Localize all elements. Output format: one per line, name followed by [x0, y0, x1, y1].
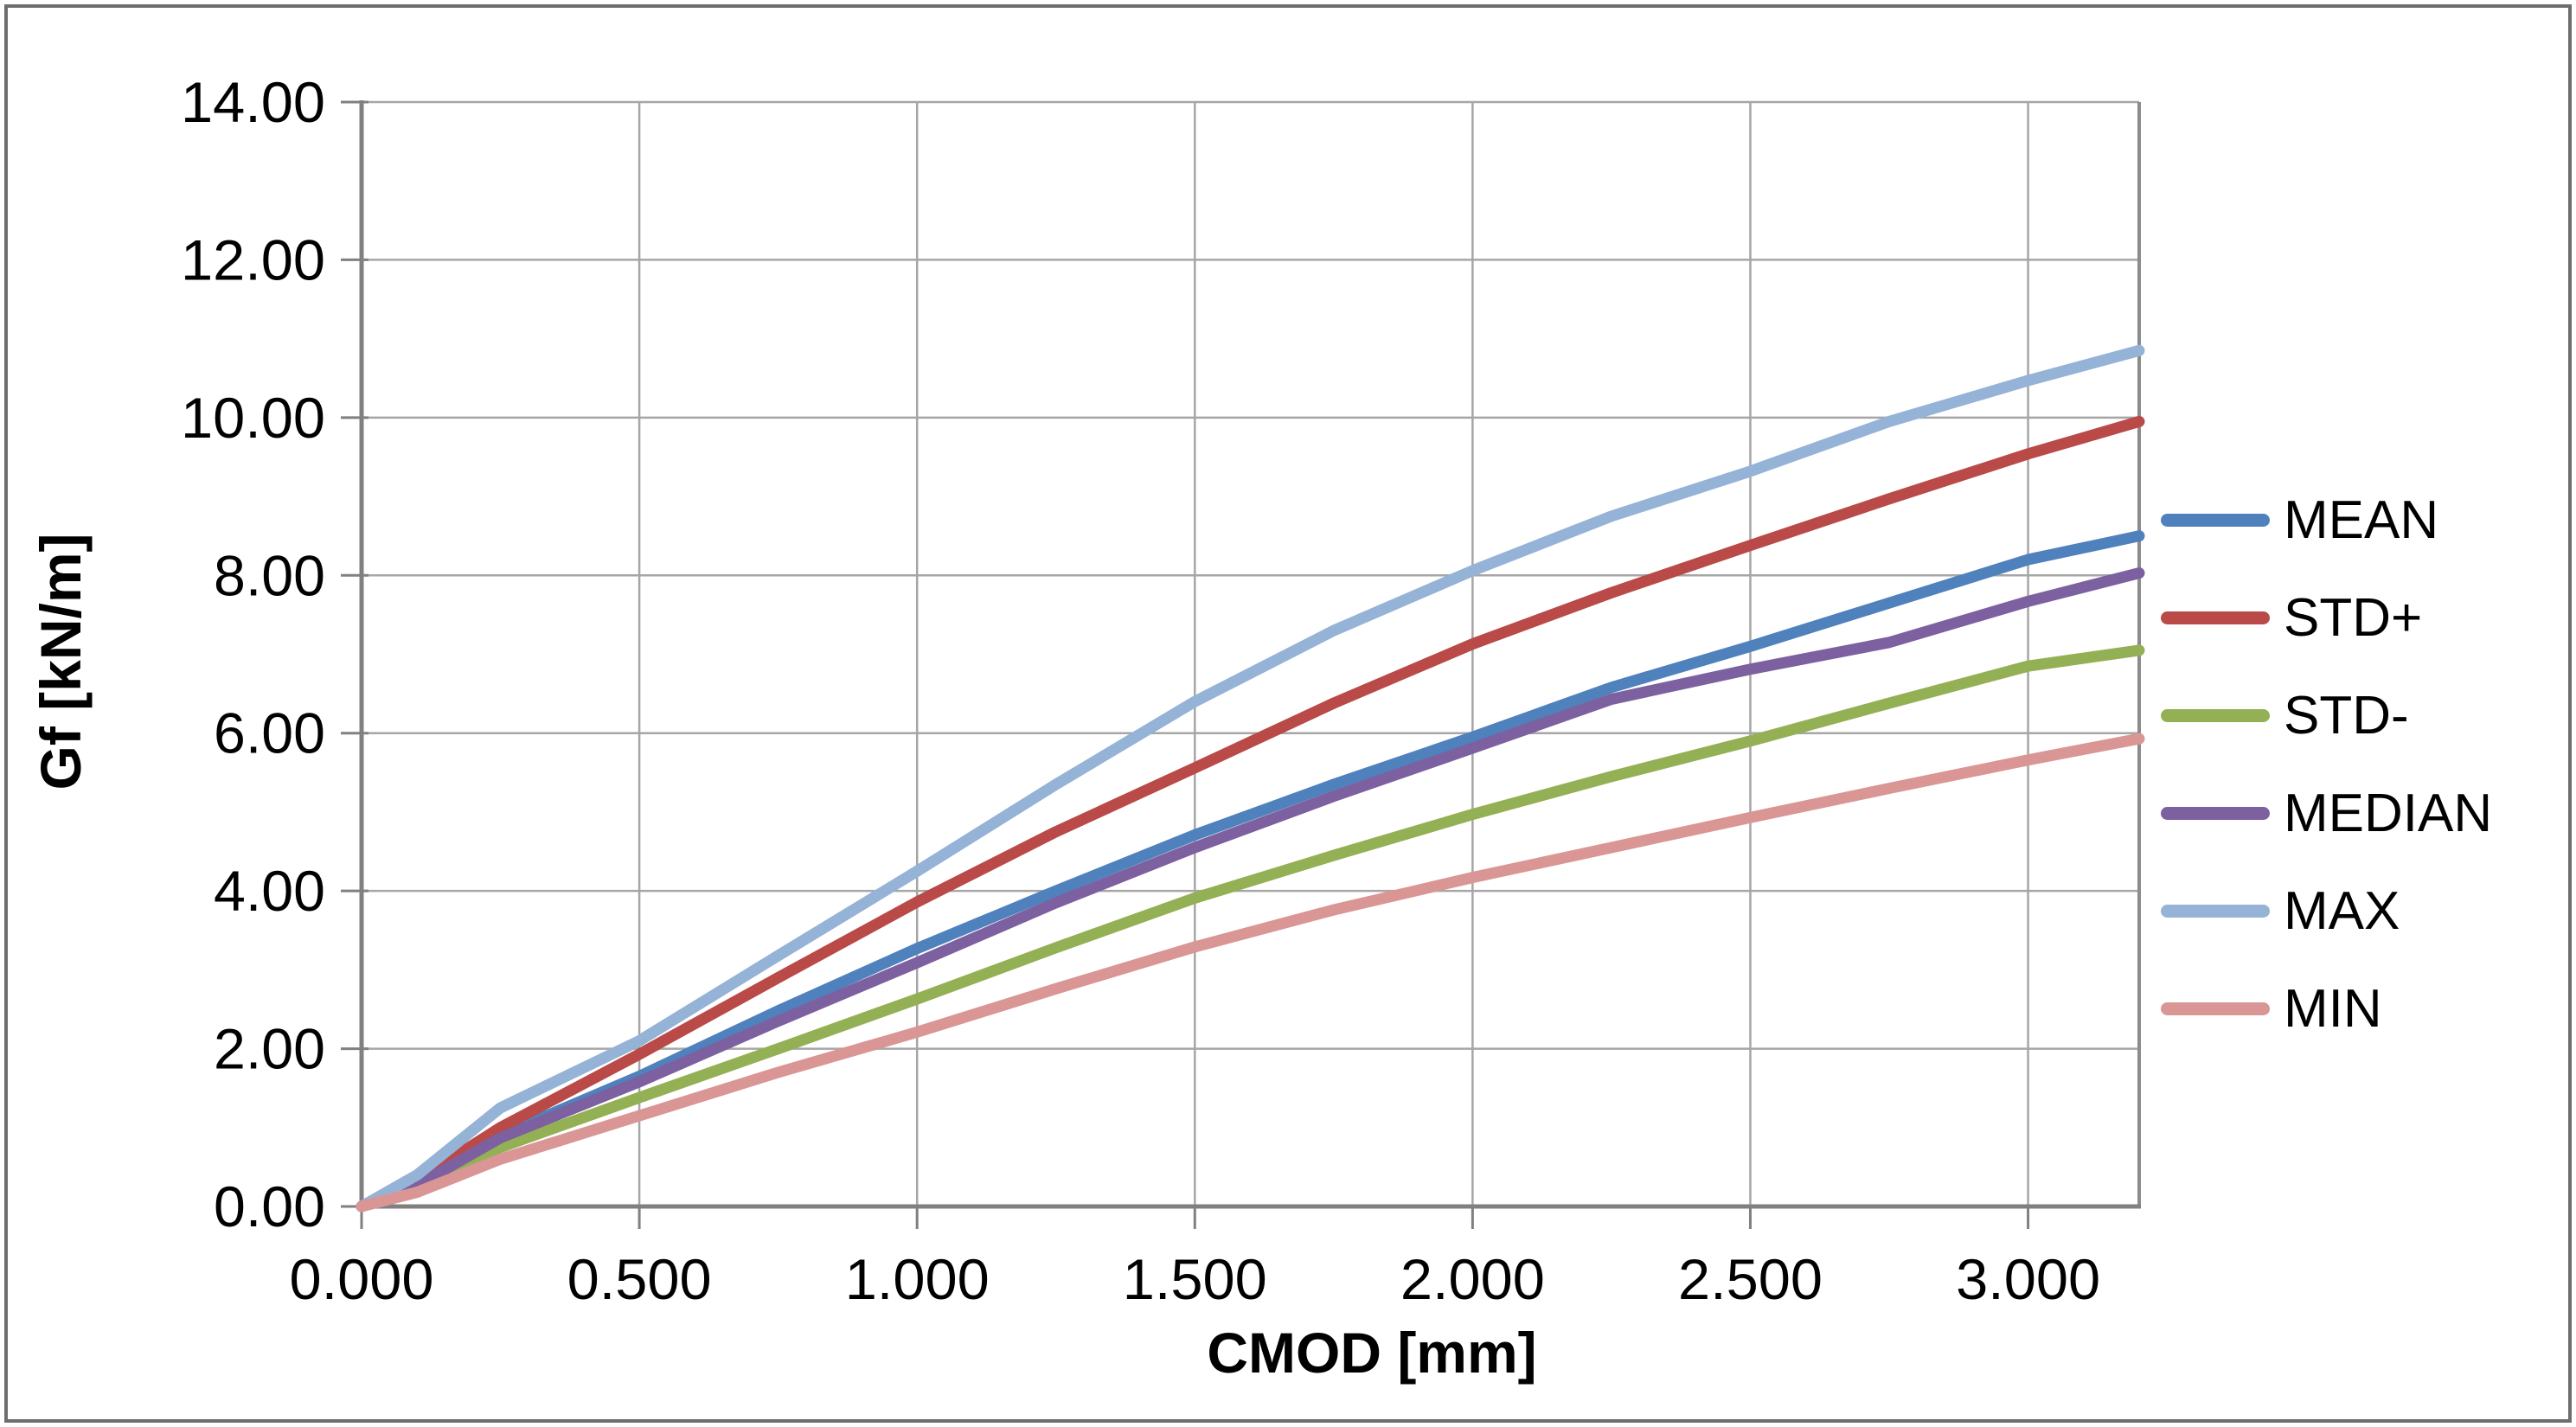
x-tick-label: 2.500: [1678, 1247, 1823, 1311]
series-line-min: [356, 733, 2145, 1213]
y-tick-label: 8.00: [214, 543, 325, 607]
legend-line-swatch: [2161, 904, 2270, 918]
legend-item-max: MAX: [2161, 880, 2400, 941]
legend-item-mean: MEAN: [2161, 490, 2438, 550]
x-tick-label: 1.000: [845, 1247, 990, 1311]
legend-line-swatch: [2161, 513, 2270, 527]
legend-item-median: MEDIAN: [2161, 783, 2492, 843]
legend-label: MAX: [2284, 880, 2400, 941]
x-tick-label: 2.000: [1400, 1247, 1545, 1311]
legend-line-swatch: [2161, 806, 2270, 820]
y-tick-label: 6.00: [214, 701, 325, 765]
legend-label: STD-: [2284, 685, 2409, 745]
legend-label: MIN: [2284, 978, 2382, 1039]
x-tick-label: 0.500: [567, 1247, 712, 1311]
legend-line-swatch: [2161, 611, 2270, 624]
legend-line-swatch: [2161, 708, 2270, 722]
legend-line-swatch: [2161, 1001, 2270, 1015]
x-axis-title: CMOD [mm]: [1207, 1321, 1537, 1385]
legend-label: STD+: [2284, 587, 2423, 648]
y-axis-title: Gf [kN/m]: [29, 533, 93, 790]
y-tick-label: 10.00: [181, 386, 325, 450]
x-tick-label: 0.000: [290, 1247, 434, 1311]
legend-item-min: MIN: [2161, 978, 2382, 1039]
series-line-std+: [356, 415, 2145, 1213]
y-tick-label: 2.00: [214, 1017, 325, 1081]
legend-item-std+: STD+: [2161, 587, 2422, 648]
series-line-max: [356, 344, 2145, 1213]
series-line-median: [356, 567, 2145, 1213]
legend: MEAN STD+ STD- MEDIAN MAX MIN: [2161, 0, 2574, 1427]
x-tick-label: 1.500: [1123, 1247, 1267, 1311]
legend-label: MEDIAN: [2284, 783, 2493, 843]
x-tick-label: 3.000: [1956, 1247, 2100, 1311]
y-tick-label: 12.00: [181, 227, 325, 291]
y-tick-label: 0.00: [214, 1174, 325, 1238]
legend-label: MEAN: [2284, 490, 2439, 550]
legend-item-std-: STD-: [2161, 685, 2409, 745]
y-tick-label: 4.00: [214, 859, 325, 923]
series-line-std-: [356, 644, 2145, 1213]
y-tick-label: 14.00: [181, 70, 325, 134]
